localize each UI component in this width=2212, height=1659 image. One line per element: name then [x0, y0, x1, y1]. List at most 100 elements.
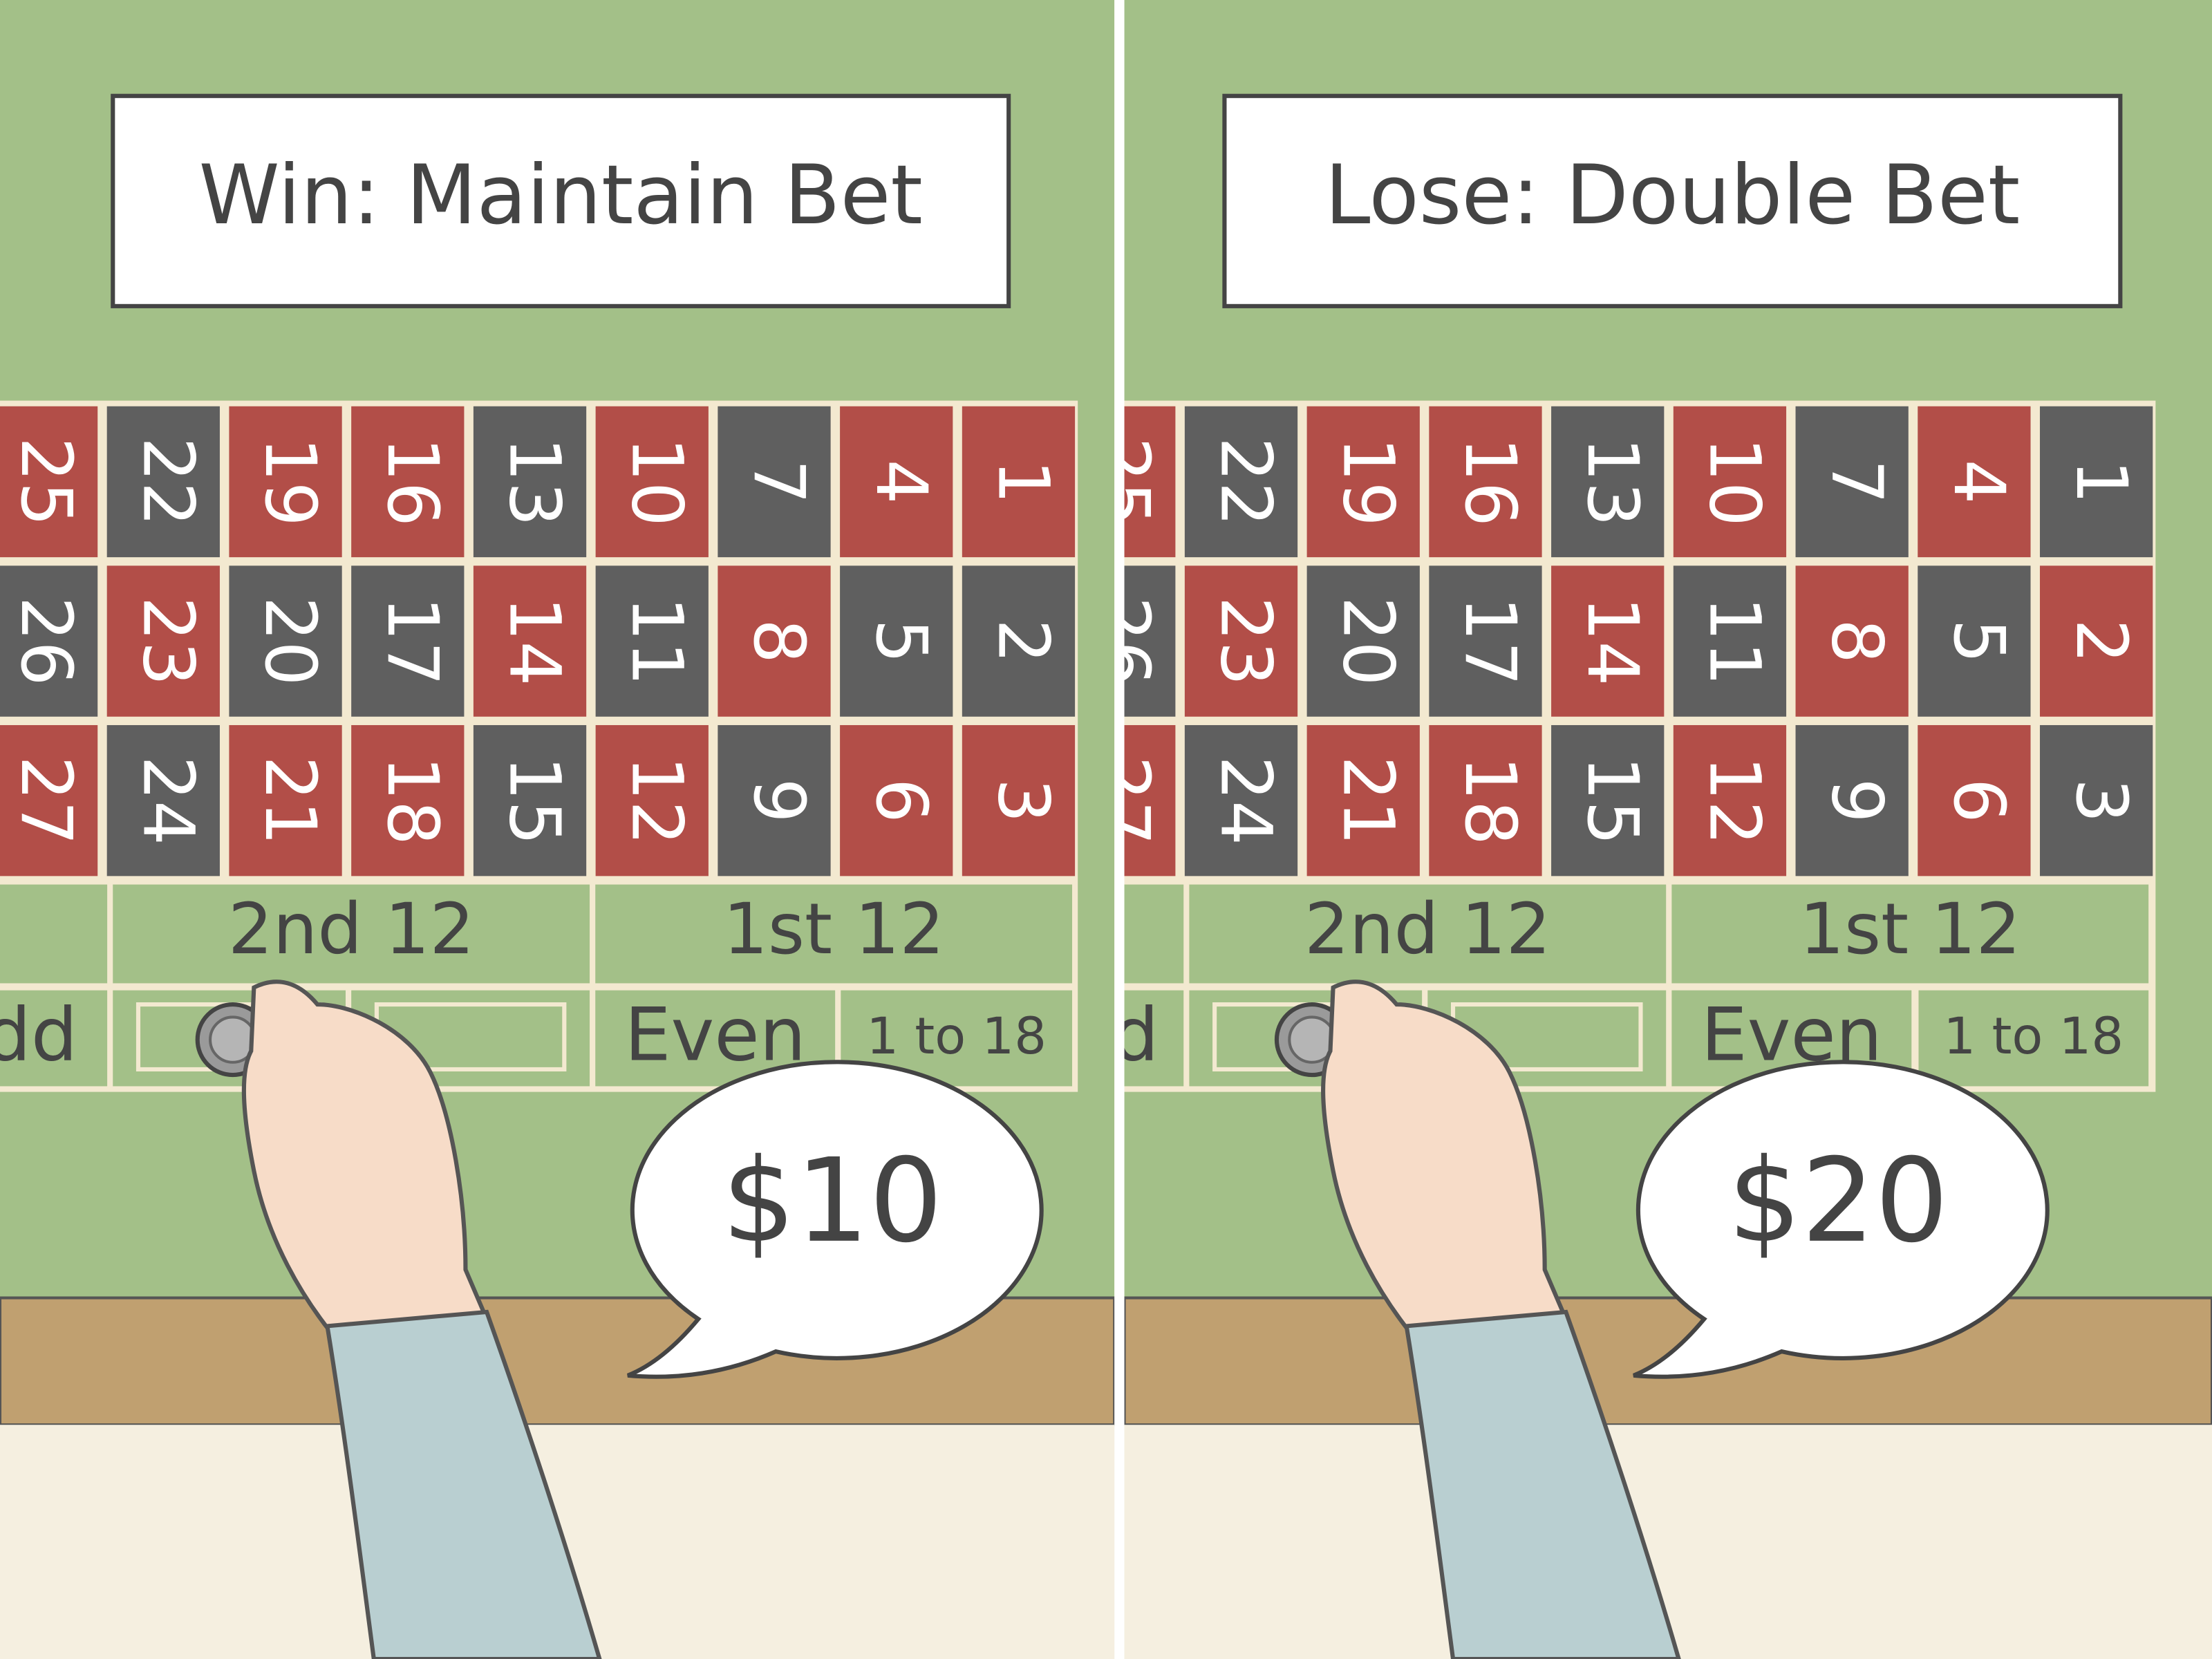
dozen-cell	[113, 884, 590, 984]
bet-cell	[0, 990, 108, 1087]
number-cell	[1918, 406, 2031, 558]
dozen-cell	[1124, 884, 1184, 984]
number-cell	[473, 565, 587, 717]
number-label: 11	[1694, 597, 1776, 686]
number-cell	[1795, 406, 1909, 558]
number-cell	[1918, 565, 2031, 717]
number-label: 2	[982, 619, 1065, 664]
number-cell	[962, 406, 1076, 558]
number-label: 23	[126, 597, 209, 686]
number-cell	[351, 724, 465, 877]
number-cell	[229, 724, 342, 877]
number-label: 2	[2060, 619, 2142, 664]
number-cell	[1306, 565, 1420, 717]
number-label: 3	[982, 778, 1065, 823]
number-cell	[1184, 724, 1298, 877]
number-cell	[229, 565, 342, 717]
number-cell	[1124, 406, 1176, 558]
number-label: 10	[1694, 437, 1776, 527]
dozen-cell	[595, 884, 1073, 984]
number-label: 18	[371, 756, 453, 845]
title: Lose: Double Bet	[1325, 147, 2021, 243]
number-cell	[1429, 724, 1542, 877]
number-cell	[718, 724, 831, 877]
number-cell	[840, 406, 953, 558]
dozen-label: 2nd 12	[1304, 888, 1551, 971]
title-box	[1222, 93, 2123, 308]
bet-label: dd	[0, 992, 77, 1078]
number-label: 1	[982, 459, 1065, 504]
number-cell	[1795, 724, 1909, 877]
bet-label: Even	[625, 992, 806, 1078]
number-cell	[1306, 724, 1420, 877]
number-label: 21	[249, 756, 331, 845]
number-cell	[962, 565, 1076, 717]
number-label: 24	[126, 756, 209, 845]
number-label: 17	[1449, 597, 1531, 686]
number-label: 12	[615, 756, 697, 845]
number-cell	[1429, 406, 1542, 558]
dozen-cell	[1671, 884, 2149, 984]
number-cell	[473, 724, 587, 877]
number-cell	[2040, 724, 2153, 877]
number-label: 13	[494, 437, 576, 527]
number-label: 25	[1082, 437, 1165, 527]
number-cell	[595, 724, 709, 877]
number-cell	[1551, 406, 1665, 558]
number-cell	[1551, 724, 1665, 877]
number-cell	[1124, 724, 1176, 877]
hand	[241, 980, 490, 1335]
number-label: 16	[371, 437, 453, 527]
speech-bubble	[627, 1060, 1044, 1379]
number-label: 10	[615, 437, 697, 527]
divider	[1114, 0, 1125, 1659]
number-label: 13	[1571, 437, 1653, 527]
number-label: 26	[5, 597, 87, 686]
number-label: 7	[738, 459, 820, 504]
number-cell	[473, 406, 587, 558]
title: Win: Maintain Bet	[199, 147, 923, 243]
number-cell	[2040, 565, 2153, 717]
sleeve	[324, 1309, 602, 1659]
bet-cell	[1918, 990, 2149, 1087]
number-label: 23	[1205, 597, 1287, 686]
number-label: 1	[2060, 459, 2142, 504]
number-cell	[1429, 565, 1542, 717]
number-cell	[1918, 724, 2031, 877]
dozen-label: 1st 12	[1799, 888, 2021, 971]
number-label: 5	[1938, 619, 2020, 664]
title-box	[111, 93, 1011, 308]
number-cell	[1184, 565, 1298, 717]
number-label: 22	[1205, 437, 1287, 527]
number-label: 9	[738, 778, 820, 823]
bet-amount: $20	[1727, 1134, 1948, 1268]
number-cell	[1673, 724, 1787, 877]
number-label: 16	[1449, 437, 1531, 527]
number-cell	[1673, 406, 1787, 558]
number-cell	[1306, 406, 1420, 558]
number-label: 14	[1571, 597, 1653, 686]
bet-label: 1 to 18	[1944, 1007, 2124, 1066]
number-cell	[351, 406, 465, 558]
number-label: 15	[1571, 756, 1653, 845]
number-label: 20	[249, 597, 331, 686]
speech-bubble	[1633, 1060, 2050, 1379]
number-label: 14	[494, 597, 576, 686]
number-label: 27	[1082, 756, 1165, 845]
number-cell	[840, 565, 953, 717]
number-label: 27	[5, 756, 87, 845]
number-cell	[351, 565, 465, 717]
number-label: 9	[1815, 778, 1897, 823]
number-cell	[1184, 406, 1298, 558]
number-label: 26	[1082, 597, 1165, 686]
panel: Lose: Double Bet123456789101112131415161…	[1082, 0, 2212, 1659]
number-cell	[718, 565, 831, 717]
bet-label: d	[1112, 992, 1159, 1078]
number-cell	[106, 724, 220, 877]
number-cell	[106, 565, 220, 717]
number-label: 6	[860, 778, 942, 823]
sleeve	[1404, 1309, 1681, 1659]
number-cell	[1124, 565, 1176, 717]
number-label: 6	[1938, 778, 2020, 823]
